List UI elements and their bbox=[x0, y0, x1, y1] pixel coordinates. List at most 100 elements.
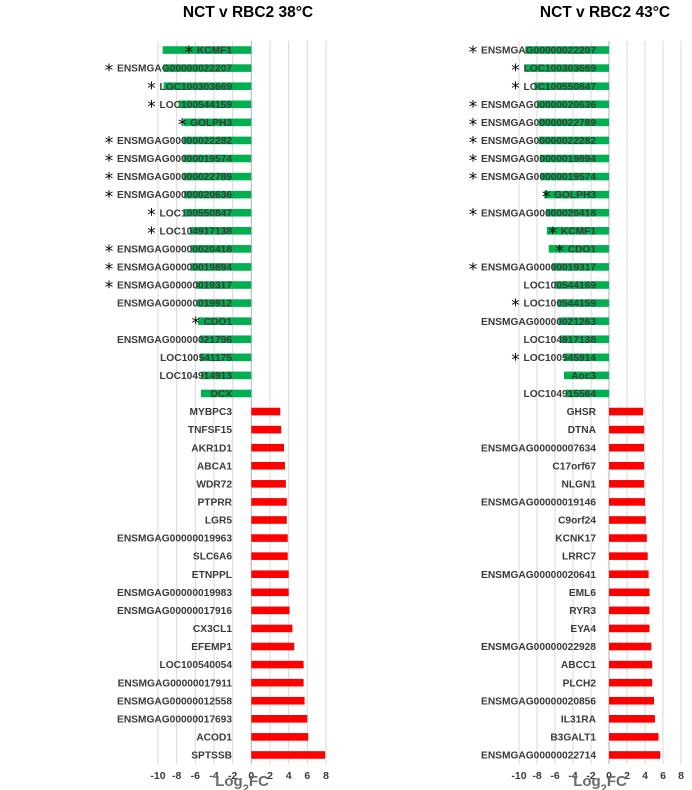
significance-star-icon: * bbox=[105, 188, 114, 208]
category-label: ENSMGAG00000020856 bbox=[481, 696, 596, 707]
bar-down bbox=[557, 299, 609, 307]
category-label: ENSMGAG00000022207 bbox=[481, 46, 596, 57]
category-label: SLC6A6 bbox=[193, 552, 232, 563]
category-label: LOC100541175 bbox=[160, 353, 232, 364]
chart-panel-2: NCT v RBC2 43°C -10 -8 -6 -4 -2 0 2 4 6 8 ENSMGAG00… bbox=[469, 4, 684, 790]
significance-star-icon: * bbox=[555, 242, 564, 262]
significance-star-icon: * bbox=[469, 206, 478, 226]
category-label: EYA4 bbox=[570, 624, 596, 635]
bar-up bbox=[609, 552, 648, 560]
category-label: ENSMGAG00000019894 bbox=[481, 154, 596, 165]
category-label: ENSMGAG00000019574 bbox=[481, 172, 596, 183]
bar-up bbox=[609, 751, 661, 759]
x-tick-label: 0 bbox=[248, 770, 254, 782]
significance-star-icon: * bbox=[469, 170, 478, 190]
category-label: ENSMGAG00000019963 bbox=[117, 534, 232, 545]
bar-up bbox=[251, 733, 309, 741]
significance-star-icon: * bbox=[105, 242, 114, 262]
category-label: KCMF1 bbox=[197, 46, 232, 57]
x-tick-label: -8 bbox=[532, 770, 541, 782]
category-label: ETNPPL bbox=[192, 570, 232, 581]
bar-down bbox=[189, 226, 252, 235]
category-label: LOC100545914 bbox=[524, 353, 597, 364]
x-tick-label: 2 bbox=[624, 770, 630, 782]
category-label: WDR72 bbox=[196, 479, 232, 490]
category-label: ENSMGAG00000022207 bbox=[117, 64, 232, 75]
significance-star-icon: * bbox=[511, 79, 520, 99]
category-label: LOC100544159 bbox=[524, 299, 597, 310]
bar-down bbox=[200, 371, 252, 380]
bar-down bbox=[190, 263, 252, 271]
x-tick-label: -8 bbox=[172, 770, 181, 782]
x-tick-label: 4 bbox=[286, 770, 292, 782]
category-label: DTNA bbox=[568, 425, 597, 436]
category-label: ENSMGAG00000022928 bbox=[481, 642, 596, 653]
x-tick-label: -10 bbox=[150, 770, 165, 782]
bar-down bbox=[564, 371, 609, 380]
category-label: LOC100544169 bbox=[524, 281, 597, 292]
bar-down bbox=[538, 136, 609, 145]
bar-down bbox=[200, 389, 252, 398]
category-label: ENSMGAG00000021796 bbox=[117, 335, 232, 346]
category-label: LOC104917138 bbox=[524, 335, 597, 346]
category-label: AKR1D1 bbox=[191, 443, 232, 454]
bar-down bbox=[564, 353, 609, 362]
bar-down bbox=[548, 245, 609, 253]
x-tick-label: 6 bbox=[304, 770, 310, 782]
x-tick-label: 6 bbox=[660, 770, 666, 782]
bar-down bbox=[534, 82, 609, 90]
category-label: KCNK17 bbox=[555, 534, 596, 545]
category-label: LOC104915564 bbox=[524, 389, 597, 400]
bar-down bbox=[196, 281, 252, 289]
category-label: ENSMGAG00000022714 bbox=[481, 751, 596, 762]
x-tick-label: -10 bbox=[511, 770, 526, 782]
category-label: C9orf24 bbox=[558, 516, 596, 527]
category-label: ENSMGAG00000022789 bbox=[481, 118, 596, 129]
category-label: LOC100544159 bbox=[160, 100, 233, 111]
x-tick-label: -2 bbox=[228, 770, 237, 782]
chart-title: NCT v RBC2 43°C bbox=[540, 4, 670, 21]
bar-down bbox=[546, 208, 609, 217]
category-label: GOLPH3 bbox=[190, 118, 232, 129]
significance-star-icon: * bbox=[105, 278, 114, 298]
category-label: EML6 bbox=[569, 588, 597, 599]
x-tick-label: 0 bbox=[606, 770, 612, 782]
bar-up bbox=[609, 678, 653, 687]
bar-down bbox=[162, 46, 252, 54]
x-tick-label: 8 bbox=[323, 770, 329, 782]
category-label: ENSMGAG00000021263 bbox=[481, 317, 596, 328]
category-label: ENSMGAG00000022282 bbox=[481, 136, 596, 147]
category-label: MYBPC3 bbox=[190, 407, 233, 418]
significance-star-icon: * bbox=[105, 170, 114, 190]
bar-up bbox=[251, 678, 304, 687]
bar-down bbox=[197, 299, 252, 307]
bar-up bbox=[609, 588, 650, 597]
bar-down bbox=[537, 100, 609, 109]
bar-up bbox=[251, 606, 290, 615]
category-label: ENSMGAG00000020636 bbox=[117, 190, 232, 201]
bar-up bbox=[251, 480, 286, 488]
significance-star-icon: * bbox=[147, 97, 156, 117]
bar-down bbox=[183, 154, 252, 163]
bar-up bbox=[251, 570, 289, 579]
bar-up bbox=[609, 516, 646, 524]
bar-down bbox=[183, 136, 252, 145]
category-label: GHSR bbox=[567, 407, 597, 418]
bar-up bbox=[609, 570, 649, 579]
significance-star-icon: * bbox=[147, 224, 156, 244]
category-label: ENSMGAG00000019146 bbox=[481, 498, 596, 509]
category-label: ENSMGAG00000007634 bbox=[481, 443, 596, 454]
x-tick-label: -2 bbox=[586, 770, 595, 782]
significance-star-icon: * bbox=[469, 133, 478, 153]
category-label: IL31RA bbox=[561, 714, 597, 725]
x-tick-label: 8 bbox=[678, 770, 684, 782]
category-label: KCMF1 bbox=[561, 226, 596, 237]
category-label: ENSMGAG00000012558 bbox=[117, 696, 232, 707]
category-label: LOC100540054 bbox=[160, 660, 233, 671]
bar-down bbox=[200, 335, 252, 344]
category-label: Aoc3 bbox=[571, 371, 596, 382]
category-label: ENSMGAG00000019912 bbox=[117, 299, 232, 310]
significance-star-icon: * bbox=[105, 61, 114, 81]
bar-down bbox=[178, 100, 252, 109]
